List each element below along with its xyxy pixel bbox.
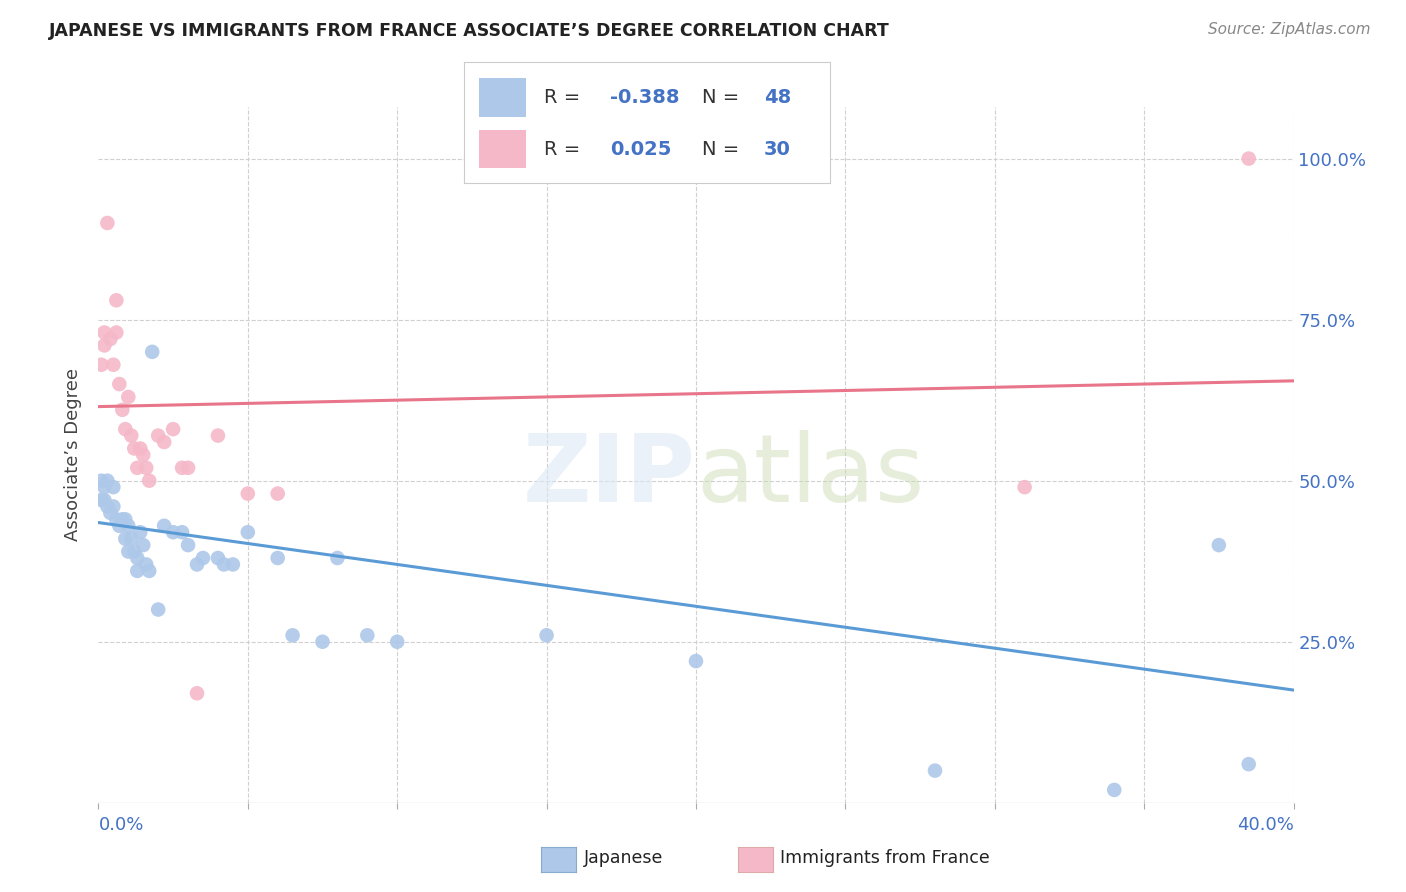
Point bbox=[685, 654, 707, 668]
Point bbox=[172, 460, 194, 475]
Point bbox=[385, 634, 409, 648]
Point bbox=[124, 442, 146, 456]
Point bbox=[127, 460, 149, 475]
Point bbox=[172, 525, 194, 540]
Point bbox=[267, 486, 290, 500]
Point bbox=[90, 474, 112, 488]
Text: ZIP: ZIP bbox=[523, 430, 696, 522]
Point bbox=[100, 332, 122, 346]
Point bbox=[111, 402, 134, 417]
Text: R =: R = bbox=[544, 140, 586, 159]
Point bbox=[93, 493, 115, 508]
Point bbox=[191, 551, 214, 566]
Point bbox=[90, 358, 112, 372]
Point bbox=[135, 460, 157, 475]
Point bbox=[186, 686, 208, 700]
Point bbox=[148, 428, 170, 442]
Point bbox=[93, 338, 115, 352]
Point bbox=[1237, 757, 1260, 772]
Point bbox=[207, 551, 229, 566]
Text: 40.0%: 40.0% bbox=[1237, 816, 1294, 834]
Point bbox=[100, 506, 122, 520]
Point bbox=[153, 435, 176, 450]
Point bbox=[1014, 480, 1036, 494]
Point bbox=[96, 474, 118, 488]
Text: 30: 30 bbox=[763, 140, 790, 159]
Text: -0.388: -0.388 bbox=[610, 87, 679, 107]
Point bbox=[96, 216, 118, 230]
Point bbox=[135, 558, 157, 572]
Point bbox=[108, 377, 131, 392]
Point bbox=[236, 486, 259, 500]
Text: N =: N = bbox=[702, 87, 745, 107]
Point bbox=[177, 538, 200, 552]
Point bbox=[177, 460, 200, 475]
FancyBboxPatch shape bbox=[478, 130, 526, 169]
Point bbox=[138, 564, 160, 578]
Point bbox=[108, 518, 131, 533]
Point bbox=[356, 628, 378, 642]
Point bbox=[114, 422, 136, 436]
Point bbox=[536, 628, 558, 642]
Text: R =: R = bbox=[544, 87, 586, 107]
Point bbox=[148, 602, 170, 616]
Point bbox=[186, 558, 208, 572]
Point bbox=[124, 544, 146, 558]
Point bbox=[141, 344, 163, 359]
FancyBboxPatch shape bbox=[478, 78, 526, 117]
Point bbox=[132, 448, 155, 462]
Point bbox=[105, 512, 128, 526]
Text: JAPANESE VS IMMIGRANTS FROM FRANCE ASSOCIATE’S DEGREE CORRELATION CHART: JAPANESE VS IMMIGRANTS FROM FRANCE ASSOC… bbox=[49, 22, 890, 40]
Point bbox=[93, 480, 115, 494]
Point bbox=[114, 532, 136, 546]
Point bbox=[129, 442, 152, 456]
Point bbox=[93, 326, 115, 340]
Point bbox=[1104, 783, 1126, 797]
Point bbox=[236, 525, 259, 540]
Text: 48: 48 bbox=[763, 87, 792, 107]
Point bbox=[105, 293, 128, 308]
Y-axis label: Associate’s Degree: Associate’s Degree bbox=[65, 368, 83, 541]
Point bbox=[127, 551, 149, 566]
Point bbox=[96, 500, 118, 514]
Point bbox=[326, 551, 349, 566]
Point bbox=[132, 538, 155, 552]
Point bbox=[127, 564, 149, 578]
Point bbox=[222, 558, 245, 572]
Point bbox=[153, 518, 176, 533]
Point bbox=[117, 390, 139, 404]
Point bbox=[207, 428, 229, 442]
Text: N =: N = bbox=[702, 140, 745, 159]
Point bbox=[162, 525, 184, 540]
Point bbox=[90, 493, 112, 508]
Point bbox=[129, 525, 152, 540]
Text: 0.0%: 0.0% bbox=[98, 816, 143, 834]
Point bbox=[117, 518, 139, 533]
Point bbox=[111, 512, 134, 526]
Point bbox=[311, 634, 333, 648]
Point bbox=[105, 326, 128, 340]
Point bbox=[1208, 538, 1230, 552]
Text: Japanese: Japanese bbox=[583, 849, 662, 867]
Point bbox=[212, 558, 235, 572]
Text: Source: ZipAtlas.com: Source: ZipAtlas.com bbox=[1208, 22, 1371, 37]
Point bbox=[103, 500, 125, 514]
Point bbox=[120, 428, 142, 442]
Point bbox=[281, 628, 304, 642]
Text: atlas: atlas bbox=[696, 430, 924, 522]
Point bbox=[138, 474, 160, 488]
Point bbox=[103, 358, 125, 372]
Point bbox=[114, 512, 136, 526]
Point bbox=[103, 480, 125, 494]
Point bbox=[117, 544, 139, 558]
Point bbox=[267, 551, 290, 566]
Point bbox=[1237, 152, 1260, 166]
Point bbox=[162, 422, 184, 436]
Point bbox=[924, 764, 946, 778]
Text: 0.025: 0.025 bbox=[610, 140, 672, 159]
Point bbox=[120, 532, 142, 546]
Text: Immigrants from France: Immigrants from France bbox=[780, 849, 990, 867]
